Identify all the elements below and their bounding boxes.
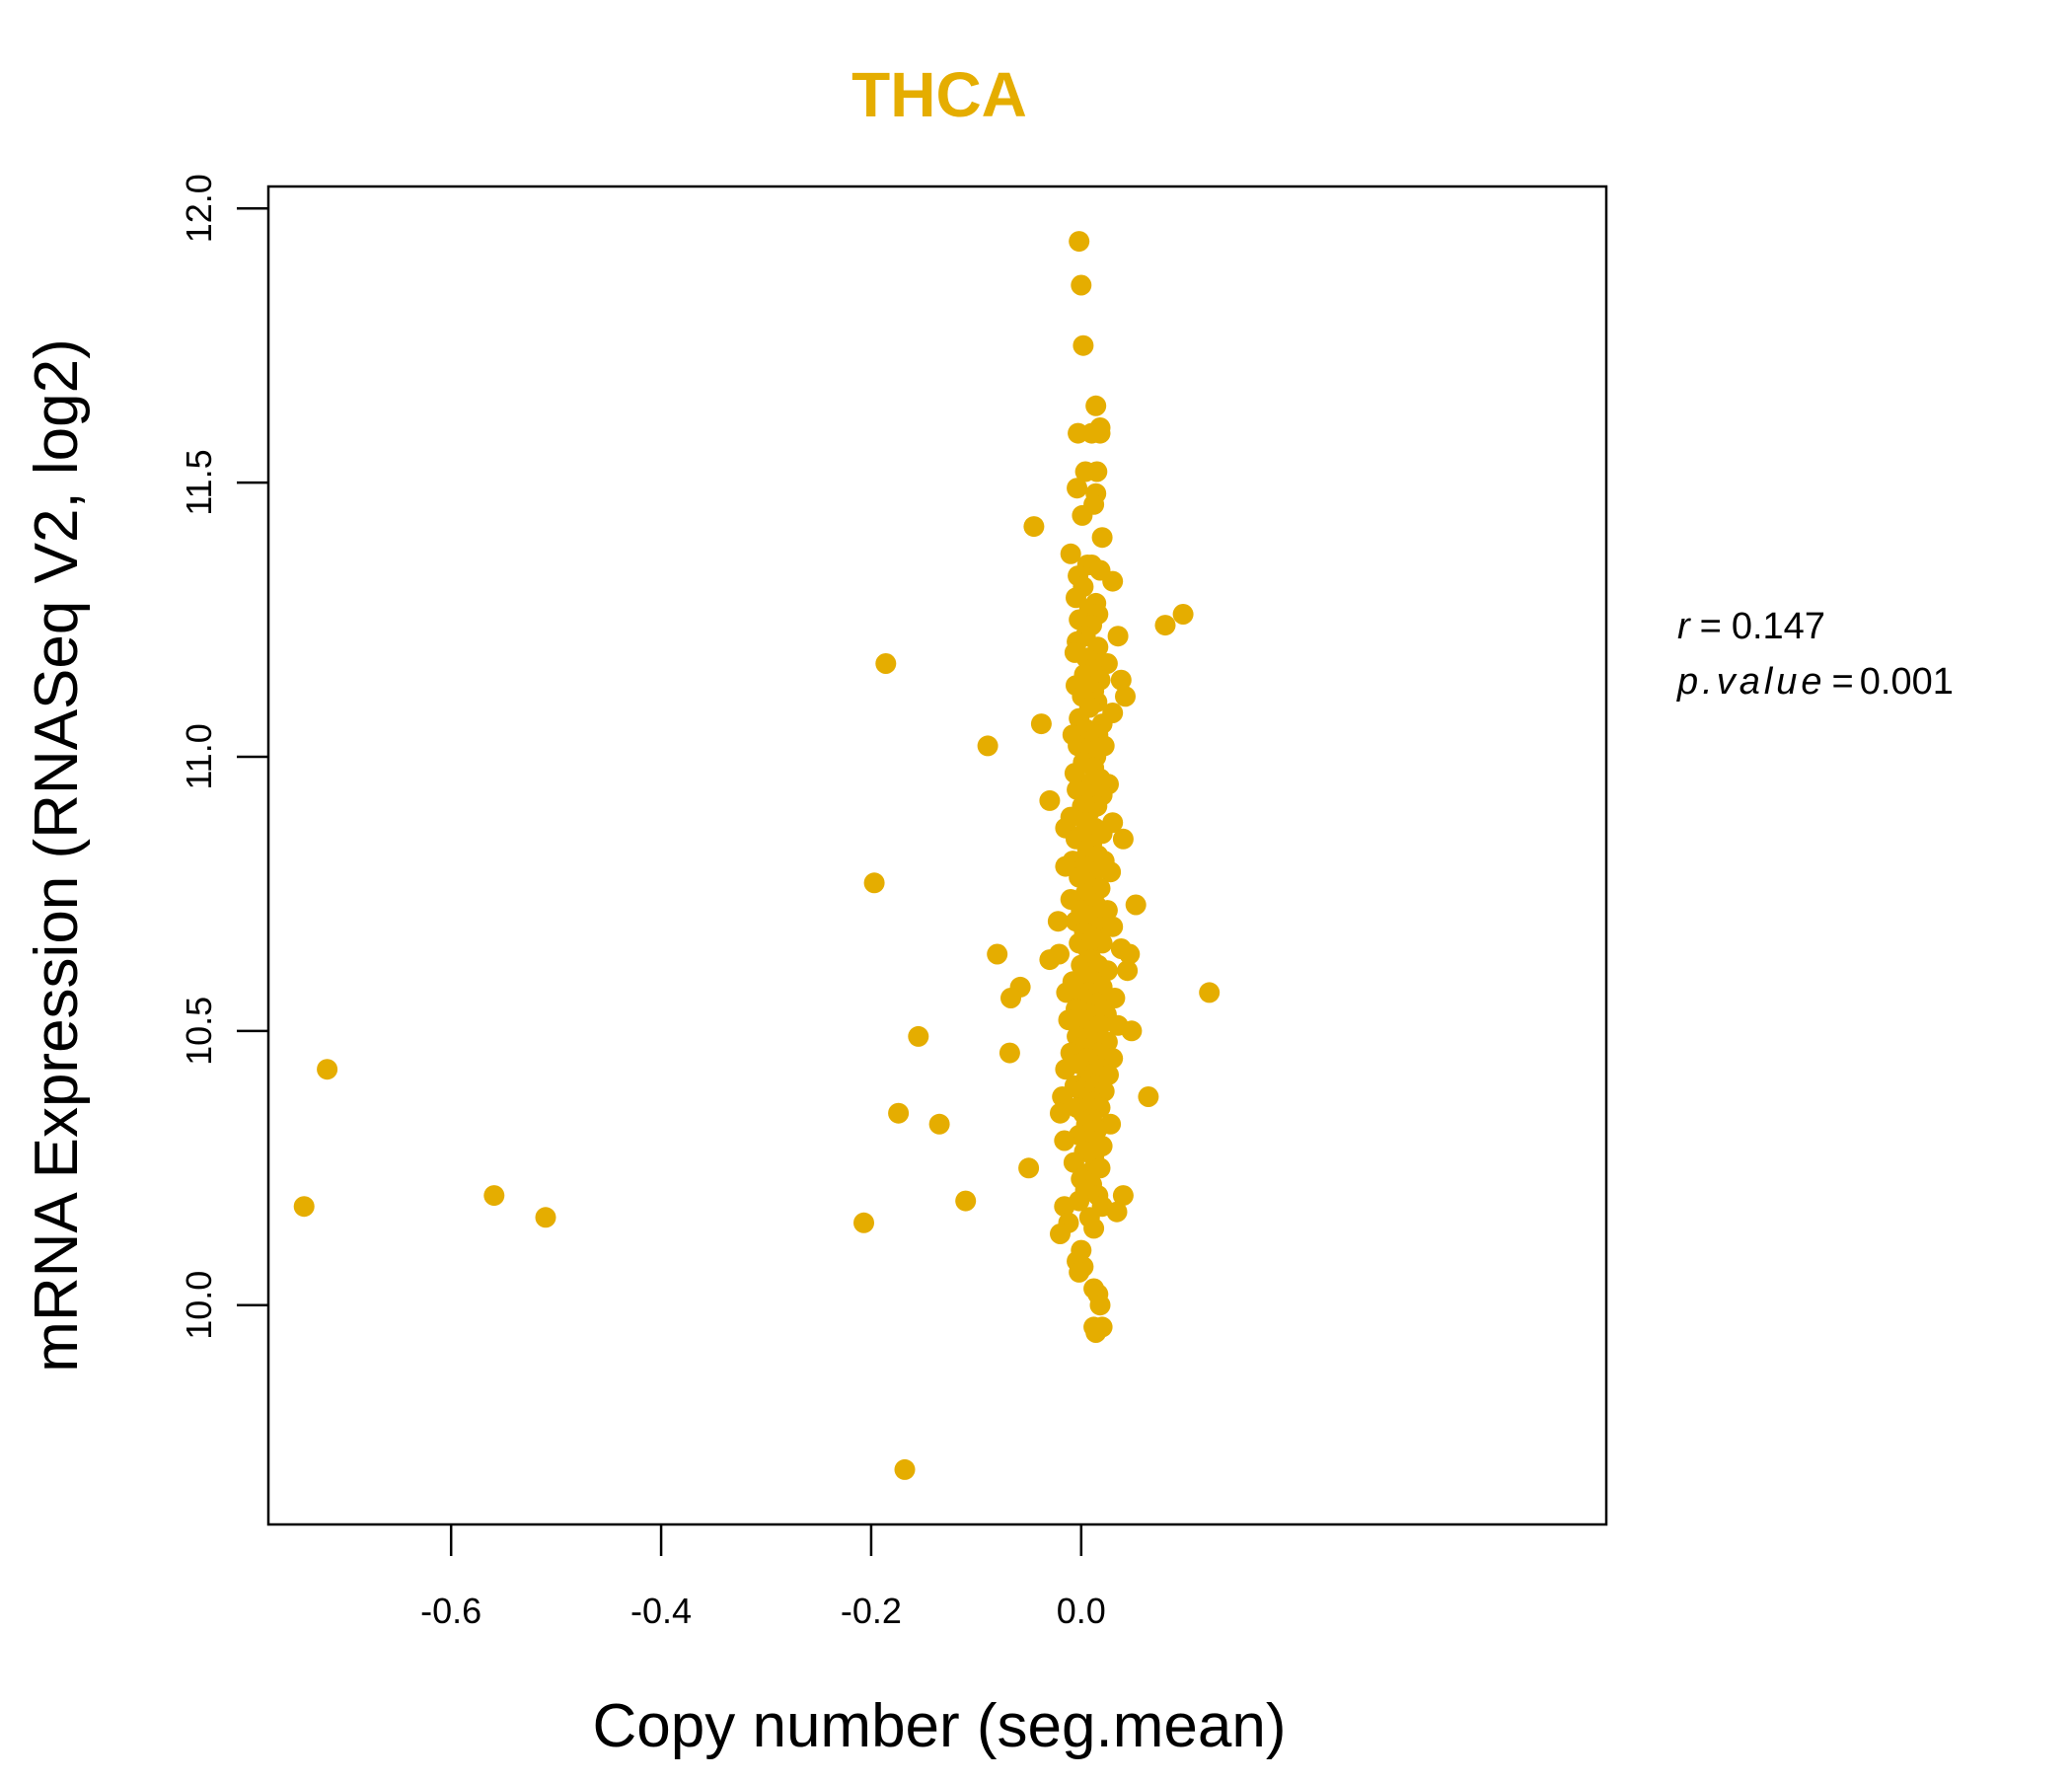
data-point-106 bbox=[1047, 911, 1069, 932]
x-tick-label: -0.6 bbox=[420, 1591, 481, 1631]
r-label: r bbox=[1677, 606, 1691, 647]
y-tick-label: 11.5 bbox=[179, 449, 219, 515]
p-value: 0.001 bbox=[1860, 661, 1954, 703]
data-point-199 bbox=[1054, 1196, 1075, 1218]
data-point-0 bbox=[1069, 231, 1090, 253]
data-point-205 bbox=[1083, 1218, 1105, 1239]
r-stat-line: r = 0.147 bbox=[1677, 606, 1825, 647]
data-point-200 bbox=[1106, 1201, 1128, 1223]
chart-title: THCA bbox=[851, 59, 1027, 130]
data-point-9 bbox=[1086, 461, 1108, 482]
data-point-96 bbox=[863, 872, 885, 894]
data-point-151 bbox=[999, 1042, 1020, 1064]
data-point-168 bbox=[1138, 1086, 1159, 1107]
data-point-47 bbox=[1115, 686, 1136, 707]
x-tick-label: 0.0 bbox=[1057, 1591, 1106, 1631]
y-tick-label: 11.0 bbox=[179, 723, 219, 789]
y-tick-label: 12.0 bbox=[179, 174, 219, 243]
data-point-38 bbox=[1096, 653, 1118, 674]
data-point-122 bbox=[1117, 960, 1139, 982]
data-point-93 bbox=[1100, 861, 1122, 883]
y-tick-label: 10.5 bbox=[179, 997, 219, 1066]
r-equals: = bbox=[1700, 606, 1722, 647]
data-point-211 bbox=[1069, 1261, 1090, 1283]
x-tick-label: -0.4 bbox=[630, 1591, 692, 1631]
data-point-195 bbox=[483, 1185, 505, 1207]
r-value: 0.147 bbox=[1732, 606, 1825, 647]
data-point-1 bbox=[1071, 274, 1092, 296]
x-axis: -0.6 -0.4 -0.2 0.0 bbox=[420, 1524, 1106, 1631]
data-point-83 bbox=[1112, 828, 1134, 850]
data-point-131 bbox=[1199, 982, 1221, 1003]
data-point-100 bbox=[1125, 894, 1147, 916]
data-point-52 bbox=[1030, 713, 1052, 735]
data-point-182 bbox=[1054, 1130, 1075, 1151]
data-point-217 bbox=[1085, 1322, 1107, 1343]
data-point-167 bbox=[1052, 1086, 1073, 1107]
data-point-194 bbox=[1112, 1185, 1134, 1207]
data-point-7 bbox=[1089, 422, 1111, 444]
data-point-59 bbox=[977, 735, 999, 757]
data-point-129 bbox=[1056, 982, 1077, 1003]
data-point-146 bbox=[908, 1025, 929, 1047]
data-point-13 bbox=[1072, 504, 1093, 526]
data-point-72 bbox=[1039, 789, 1061, 811]
plot-frame bbox=[266, 185, 1608, 1526]
data-point-16 bbox=[1060, 543, 1081, 564]
data-point-132 bbox=[1000, 988, 1021, 1008]
data-point-144 bbox=[1121, 1020, 1143, 1042]
p-equals: = bbox=[1832, 661, 1854, 703]
data-point-117 bbox=[987, 943, 1008, 965]
data-point-174 bbox=[888, 1102, 910, 1124]
y-tick-label: 10.0 bbox=[179, 1271, 219, 1340]
data-point-139 bbox=[1058, 1009, 1079, 1031]
x-axis-title: Copy number (seg.mean) bbox=[593, 1692, 1287, 1760]
data-point-103 bbox=[1096, 900, 1118, 922]
data-point-206 bbox=[1050, 1224, 1071, 1244]
data-point-188 bbox=[1018, 1157, 1040, 1179]
x-tick-label: -0.2 bbox=[841, 1591, 902, 1631]
points-layer bbox=[293, 231, 1221, 1480]
data-point-21 bbox=[1102, 570, 1124, 592]
data-point-14 bbox=[1023, 516, 1045, 538]
data-point-33 bbox=[1107, 626, 1129, 647]
data-point-15 bbox=[1091, 527, 1113, 549]
y-axis: 10.0 10.5 11.0 11.5 12.0 bbox=[179, 174, 268, 1340]
data-point-201 bbox=[293, 1196, 315, 1218]
data-point-119 bbox=[1039, 949, 1061, 971]
data-point-27 bbox=[1172, 604, 1194, 625]
p-label: p.value bbox=[1676, 661, 1826, 703]
data-point-3 bbox=[1085, 395, 1107, 416]
data-point-178 bbox=[928, 1113, 950, 1135]
data-point-207 bbox=[853, 1212, 874, 1233]
data-point-109 bbox=[1102, 916, 1124, 937]
data-point-116 bbox=[1119, 943, 1141, 965]
data-point-173 bbox=[1050, 1102, 1071, 1124]
data-point-43 bbox=[1110, 669, 1132, 691]
data-point-157 bbox=[1055, 1059, 1076, 1080]
data-point-30 bbox=[1154, 615, 1176, 636]
data-point-163 bbox=[317, 1059, 338, 1080]
data-point-39 bbox=[875, 653, 897, 674]
data-point-204 bbox=[535, 1207, 556, 1228]
p-stat-line: p.value = 0.001 bbox=[1676, 661, 1954, 703]
correlation-stats: r = 0.147 p.value = 0.001 bbox=[1676, 606, 1954, 703]
data-point-218 bbox=[894, 1458, 916, 1480]
data-point-2 bbox=[1073, 334, 1094, 356]
data-point-214 bbox=[1089, 1295, 1111, 1316]
data-point-197 bbox=[955, 1190, 977, 1212]
data-point-134 bbox=[1104, 988, 1126, 1008]
data-point-10 bbox=[1067, 478, 1088, 499]
y-axis-title: mRNA Expression (RNASeq V2, log2) bbox=[23, 338, 91, 1373]
